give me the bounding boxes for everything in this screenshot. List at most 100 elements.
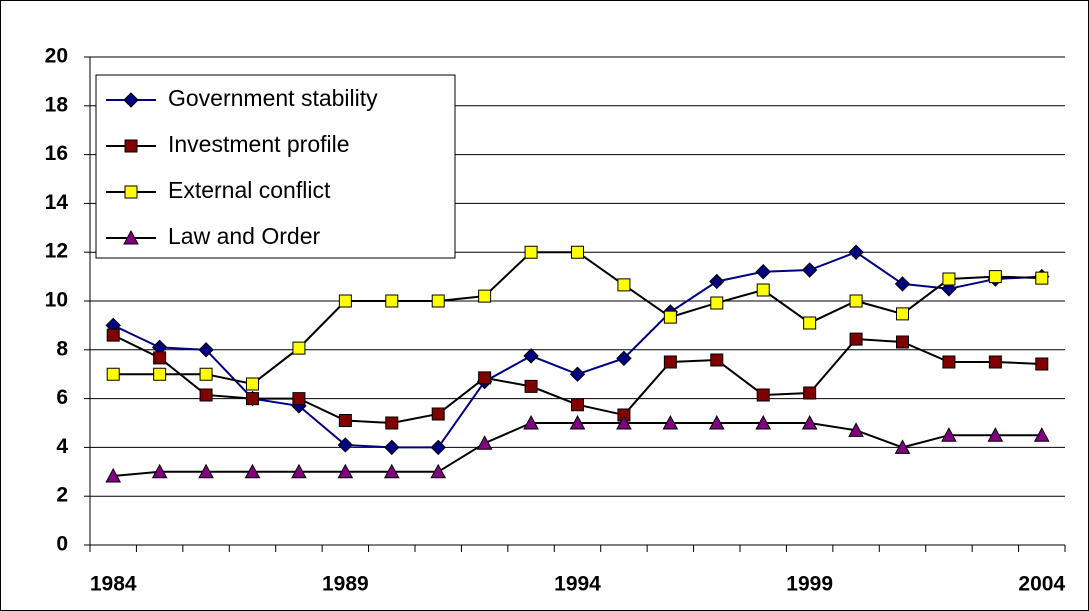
data-point xyxy=(801,262,818,278)
data-point xyxy=(292,341,306,355)
data-point xyxy=(756,388,770,402)
data-point xyxy=(384,439,400,456)
data-point xyxy=(431,294,445,308)
data-point xyxy=(106,328,120,342)
legend-label: Investment profile xyxy=(168,131,350,157)
legend-label: External conflict xyxy=(168,177,331,203)
y-tick-label: 12 xyxy=(45,240,68,263)
y-tick-label: 2 xyxy=(56,484,68,507)
data-point xyxy=(848,244,864,260)
data-point xyxy=(523,348,539,364)
data-point xyxy=(849,332,863,346)
data-point xyxy=(246,377,259,391)
data-point xyxy=(385,416,399,430)
data-point xyxy=(988,270,1002,284)
data-point xyxy=(755,414,772,430)
data-point xyxy=(663,310,677,324)
data-point xyxy=(1035,271,1049,285)
legend-marker xyxy=(123,92,139,108)
data-point xyxy=(151,463,168,479)
data-point xyxy=(198,463,214,479)
y-tick-label: 20 xyxy=(45,45,68,68)
legend-label: Law and Order xyxy=(168,223,320,249)
data-point xyxy=(385,294,399,308)
data-point xyxy=(292,392,306,406)
data-point xyxy=(1033,427,1050,442)
data-point xyxy=(524,379,538,393)
legend-marker xyxy=(124,139,138,153)
data-point xyxy=(153,351,167,365)
data-point xyxy=(755,264,771,280)
data-point xyxy=(663,355,677,369)
y-tick-label: 0 xyxy=(56,533,68,556)
data-point xyxy=(478,289,492,303)
data-point xyxy=(246,392,259,406)
data-point xyxy=(291,463,307,479)
data-point xyxy=(106,367,120,381)
data-point xyxy=(756,283,770,297)
x-tick-label: 2004 xyxy=(1018,573,1065,596)
data-point xyxy=(709,273,725,290)
data-point xyxy=(476,435,493,450)
data-point xyxy=(569,414,586,430)
data-point xyxy=(801,414,818,430)
data-point xyxy=(153,367,167,381)
data-point xyxy=(849,294,863,308)
y-tick-label: 4 xyxy=(56,435,68,458)
data-point xyxy=(848,422,864,437)
legend-marker xyxy=(124,185,138,199)
legend: Government stability Investment profile Ex… xyxy=(95,74,456,259)
y-tick-label: 16 xyxy=(45,142,68,165)
data-point xyxy=(199,367,213,381)
data-point xyxy=(337,463,354,479)
data-point xyxy=(571,245,584,259)
data-point xyxy=(617,278,631,292)
y-tick-label: 8 xyxy=(56,337,68,360)
data-point xyxy=(710,353,724,367)
data-point xyxy=(338,414,352,428)
data-point xyxy=(431,407,445,421)
data-point xyxy=(803,386,817,400)
data-point xyxy=(338,294,352,308)
data-point xyxy=(894,439,911,454)
data-point xyxy=(430,439,446,456)
data-point xyxy=(896,307,909,321)
data-point xyxy=(383,463,400,479)
data-point xyxy=(198,342,214,358)
data-point xyxy=(523,414,539,430)
data-point xyxy=(105,467,122,483)
data-point xyxy=(569,366,586,382)
data-point xyxy=(478,371,492,385)
legend-label: Government stability xyxy=(168,85,378,111)
data-point xyxy=(524,245,538,259)
y-tick-label: 14 xyxy=(45,191,69,214)
x-tick-label: 1994 xyxy=(554,573,601,596)
data-point xyxy=(894,276,911,292)
data-point xyxy=(708,414,725,430)
data-point xyxy=(896,335,909,349)
data-point xyxy=(803,316,817,330)
y-tick-label: 18 xyxy=(45,93,69,116)
y-tick-label: 6 xyxy=(56,386,68,409)
x-tick-label: 1989 xyxy=(322,573,369,596)
legend-marker xyxy=(123,229,139,245)
data-point xyxy=(987,427,1004,442)
data-point xyxy=(616,414,632,430)
data-point xyxy=(199,388,213,402)
data-point xyxy=(337,437,354,453)
data-point xyxy=(662,414,679,430)
legend-box xyxy=(95,74,456,259)
data-point xyxy=(244,463,261,479)
data-point xyxy=(942,355,956,369)
data-point xyxy=(988,355,1002,369)
data-point xyxy=(616,350,632,367)
data-point xyxy=(710,296,724,310)
data-point xyxy=(942,272,956,286)
data-point xyxy=(430,463,447,479)
data-point xyxy=(1035,357,1049,371)
x-tick-label: 1999 xyxy=(786,573,833,596)
data-point xyxy=(941,427,957,442)
x-tick-label: 1984 xyxy=(90,573,137,596)
y-tick-label: 10 xyxy=(45,289,68,312)
